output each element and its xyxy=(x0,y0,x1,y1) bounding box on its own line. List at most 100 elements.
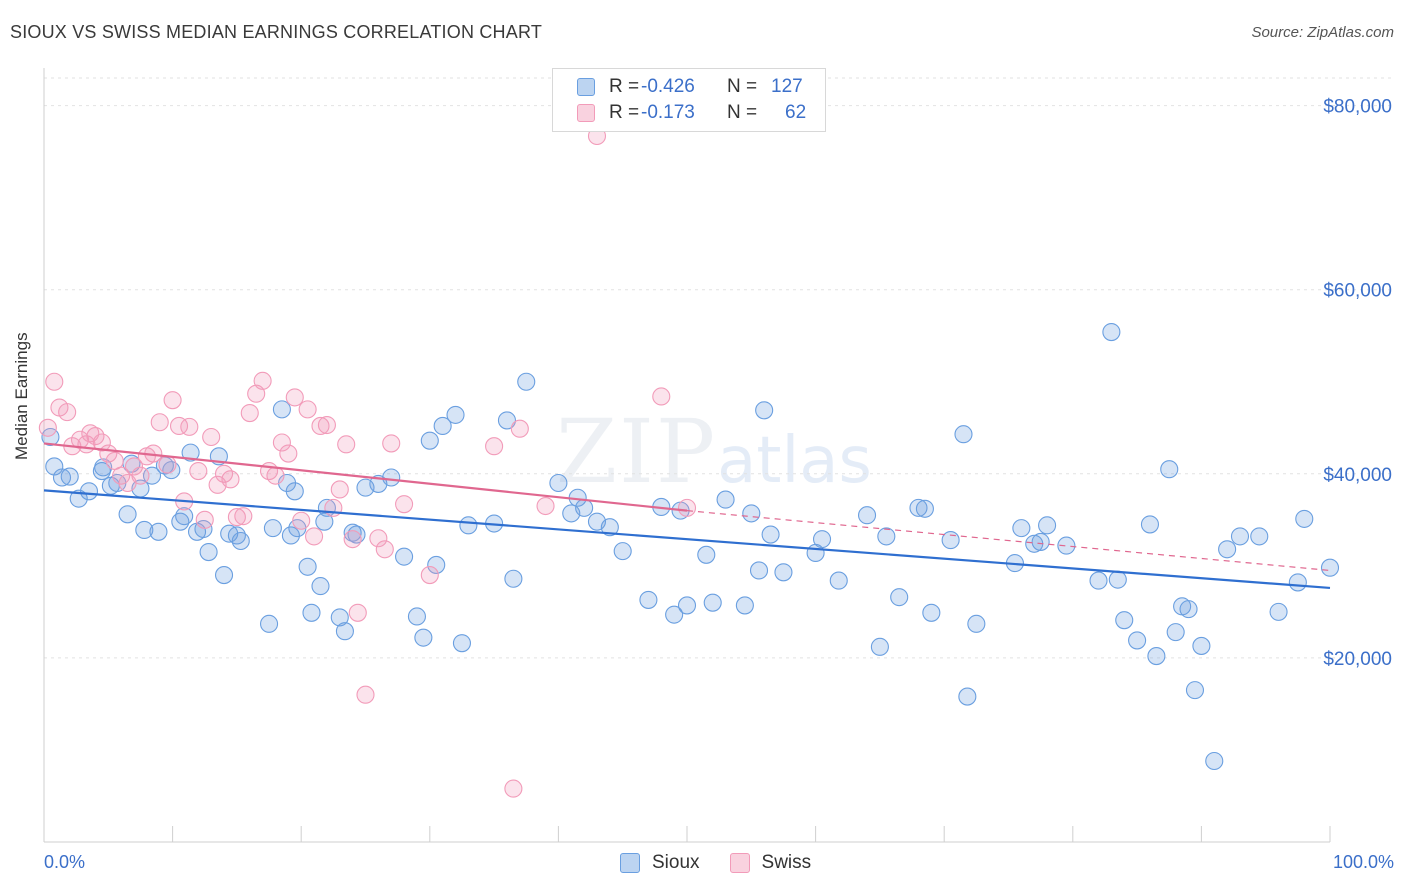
sioux-point xyxy=(395,547,414,566)
swiss-trend-line xyxy=(43,442,688,512)
swiss-point xyxy=(311,416,330,435)
sioux-point xyxy=(181,443,200,462)
sioux-point xyxy=(1269,602,1288,621)
swiss-point xyxy=(279,444,298,463)
sioux-point xyxy=(1166,623,1185,642)
n-label: N = xyxy=(727,76,758,97)
sioux-point xyxy=(94,458,113,477)
n-label: N = xyxy=(727,102,758,123)
sioux-point xyxy=(175,507,194,526)
sioux-point xyxy=(459,516,478,535)
sioux-point xyxy=(958,687,977,706)
swiss-point xyxy=(337,435,356,454)
swiss-point xyxy=(86,427,105,446)
swiss-point xyxy=(240,404,259,423)
y-tick-label: $60,000 xyxy=(1323,281,1392,302)
swiss-point xyxy=(150,413,169,432)
legend-item-sioux: Sioux xyxy=(620,852,700,874)
swiss-legend-swatch xyxy=(729,853,750,873)
sioux-point xyxy=(135,520,154,540)
sioux-point xyxy=(749,561,769,580)
watermark-atlas: atlas xyxy=(717,424,872,498)
swiss-point xyxy=(485,437,504,456)
swiss-point xyxy=(169,416,189,435)
r-value: -0.173 xyxy=(641,102,695,123)
x-tick-label-min: 0.0% xyxy=(44,852,86,872)
y-tick-label: $20,000 xyxy=(1323,649,1392,670)
sioux-point xyxy=(1230,527,1250,546)
swiss-point xyxy=(317,415,336,435)
sioux-point xyxy=(922,603,941,622)
swiss-point xyxy=(195,510,214,529)
sioux-point xyxy=(909,498,928,517)
swiss-point xyxy=(253,371,272,390)
swiss-point xyxy=(124,457,144,476)
sioux-point xyxy=(755,401,774,420)
legend-label-swiss: Swiss xyxy=(761,852,812,873)
y-axis-label: Median Earnings xyxy=(12,332,31,460)
sioux-point xyxy=(52,468,72,487)
sioux-point xyxy=(1012,519,1031,538)
swiss-point xyxy=(292,511,311,530)
sioux-point xyxy=(697,545,716,564)
sioux-point xyxy=(639,590,658,609)
sioux-point xyxy=(1288,573,1307,592)
sioux-point xyxy=(915,499,934,518)
swiss-point xyxy=(158,455,177,474)
sioux-point xyxy=(1295,509,1314,528)
sioux-point xyxy=(716,490,735,509)
sioux-point xyxy=(302,603,321,622)
sioux-point xyxy=(1185,681,1205,700)
sioux-point xyxy=(194,519,213,539)
sioux-point xyxy=(829,571,848,590)
swiss-point xyxy=(45,372,64,391)
sioux-legend-swatch xyxy=(620,853,640,873)
sioux-point xyxy=(259,614,279,633)
sioux-point xyxy=(1320,558,1340,577)
n-value: 127 xyxy=(771,76,803,97)
x-tick-label-max: 100.0% xyxy=(1332,852,1394,872)
r-label: R = xyxy=(609,76,640,97)
sioux-point xyxy=(677,596,697,615)
sioux-point xyxy=(1140,515,1160,534)
swiss-point xyxy=(298,400,317,419)
sioux-point xyxy=(967,614,986,633)
swiss-point xyxy=(375,540,394,559)
sioux-point xyxy=(315,512,334,531)
swiss-point xyxy=(536,496,555,516)
n-value: 62 xyxy=(785,102,807,123)
watermark-zip: ZIP xyxy=(556,400,718,503)
swiss-point xyxy=(504,779,523,798)
swiss-point xyxy=(652,387,671,406)
source-label: Source: ZipAtlas.com xyxy=(1251,24,1394,41)
sioux-point xyxy=(517,372,536,391)
sioux-point xyxy=(231,531,250,551)
swiss-point xyxy=(202,427,221,447)
swiss-point xyxy=(369,529,388,548)
correlation-legend: R = -0.426 N = 127 R = -0.173 N = 62 xyxy=(552,68,826,132)
swiss-point xyxy=(343,530,362,549)
sioux-point xyxy=(335,622,354,641)
swiss-point xyxy=(180,417,199,436)
sioux-point xyxy=(857,506,877,525)
legend-row-swiss: R = -0.173 N = 62 xyxy=(577,101,806,125)
swiss-point xyxy=(112,466,131,485)
sioux-point xyxy=(877,527,896,546)
chart-title: SIOUX VS SWISS MEDIAN EARNINGS CORRELATI… xyxy=(10,22,543,42)
sioux-point xyxy=(281,526,300,545)
sioux-point xyxy=(118,505,137,524)
sioux-point xyxy=(285,482,304,501)
sioux-point xyxy=(600,518,619,537)
sioux-point xyxy=(79,482,99,501)
sioux-point xyxy=(298,557,317,576)
swiss-point xyxy=(305,527,324,546)
sioux-point xyxy=(735,596,754,615)
sioux-point xyxy=(427,555,446,574)
sioux-point xyxy=(60,467,79,486)
sioux-point xyxy=(414,628,433,647)
sioux-point xyxy=(774,563,793,582)
sioux-point xyxy=(199,542,218,562)
sioux-point xyxy=(549,473,568,493)
sioux-point xyxy=(1031,532,1050,551)
sioux-point xyxy=(575,498,594,517)
